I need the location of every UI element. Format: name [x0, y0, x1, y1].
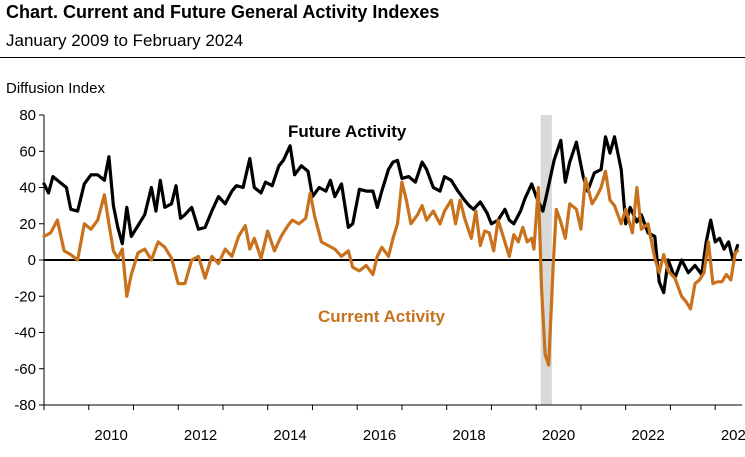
y-axis-label: Diffusion Index	[6, 80, 105, 97]
x-tick-label: 2018	[452, 427, 485, 444]
x-tick-label: 2012	[184, 427, 217, 444]
chart-subtitle: January 2009 to February 2024	[6, 31, 244, 50]
y-tick-label: 60	[19, 143, 36, 160]
x-tick-label: 2014	[273, 427, 306, 444]
title-divider	[0, 57, 745, 58]
x-tick-label: 2024	[721, 427, 745, 444]
y-tick-label: 0	[28, 252, 36, 269]
y-tick-label: -60	[14, 361, 36, 378]
series-label-future-activity: Future Activity	[288, 122, 407, 141]
series-line-current-activity	[42, 169, 740, 367]
y-tick-label: 40	[19, 180, 36, 197]
y-tick-label: -80	[14, 397, 36, 414]
x-tick-label: 2022	[631, 427, 664, 444]
y-tick-label: 20	[19, 216, 36, 233]
chart-title: Chart. Current and Future General Activi…	[6, 2, 440, 22]
x-tick-label: 2016	[363, 427, 396, 444]
x-tick-label: 2020	[542, 427, 575, 444]
y-tick-label: -40	[14, 325, 36, 342]
y-tick-label: 80	[19, 107, 36, 124]
x-tick-label: 2010	[94, 427, 127, 444]
y-tick-label: -20	[14, 288, 36, 305]
series-label-current-activity: Current Activity	[318, 307, 445, 326]
